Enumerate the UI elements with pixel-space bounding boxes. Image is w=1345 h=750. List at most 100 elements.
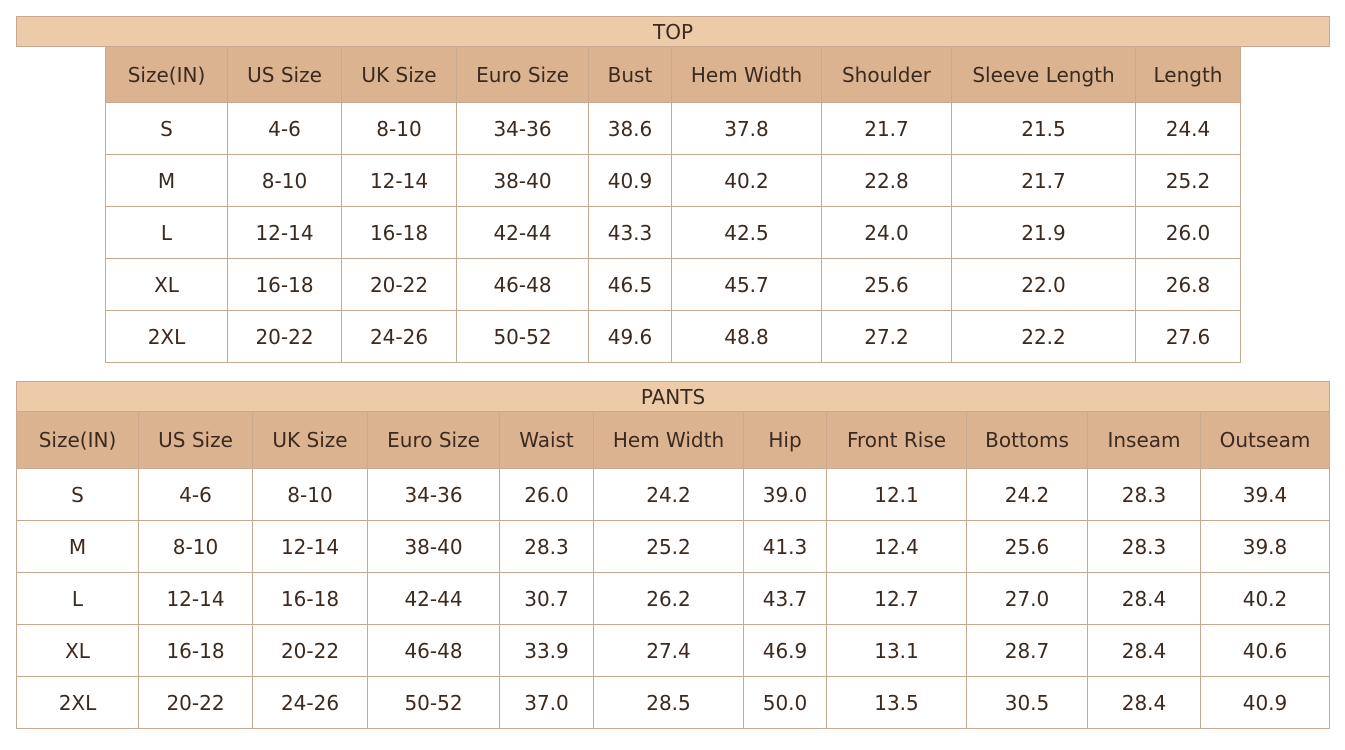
table-cell: 25.2 bbox=[1135, 154, 1241, 207]
header-cell: Inseam bbox=[1087, 411, 1201, 469]
table-cell: 16-18 bbox=[227, 258, 342, 311]
table-cell: 25.6 bbox=[821, 258, 952, 311]
table-cell: 26.8 bbox=[1135, 258, 1241, 311]
table-cell: 21.5 bbox=[951, 102, 1136, 155]
table-cell: 16-18 bbox=[138, 624, 253, 677]
table-cell: 46.5 bbox=[588, 258, 672, 311]
table-cell: 12-14 bbox=[138, 572, 253, 625]
table-cell: 28.5 bbox=[593, 676, 744, 729]
table-cell: S bbox=[105, 102, 228, 155]
table-cell: 21.7 bbox=[951, 154, 1136, 207]
table-cell: 16-18 bbox=[341, 206, 457, 259]
table-cell: 39.4 bbox=[1200, 468, 1330, 521]
table-cell: 28.7 bbox=[966, 624, 1088, 677]
table-cell: 28.3 bbox=[1087, 520, 1201, 573]
header-cell: Bottoms bbox=[966, 411, 1088, 469]
table-cell: 8-10 bbox=[252, 468, 368, 521]
table-cell: 12.4 bbox=[826, 520, 967, 573]
table-cell: 46.9 bbox=[743, 624, 827, 677]
table-cell: 13.5 bbox=[826, 676, 967, 729]
table-cell: 25.2 bbox=[593, 520, 744, 573]
table-cell: 50-52 bbox=[367, 676, 500, 729]
table-cell: 46-48 bbox=[456, 258, 589, 311]
table-cell: 28.4 bbox=[1087, 676, 1201, 729]
table-cell: 20-22 bbox=[138, 676, 253, 729]
table-cell: 40.9 bbox=[1200, 676, 1330, 729]
header-cell: UK Size bbox=[341, 46, 457, 103]
table-cell: 8-10 bbox=[138, 520, 253, 573]
table-cell: 20-22 bbox=[341, 258, 457, 311]
table-cell: 40.2 bbox=[671, 154, 822, 207]
table-cell: 20-22 bbox=[227, 310, 342, 363]
table-cell: 37.8 bbox=[671, 102, 822, 155]
table-cell: 38.6 bbox=[588, 102, 672, 155]
table-cell: 20-22 bbox=[252, 624, 368, 677]
table-cell: 39.0 bbox=[743, 468, 827, 521]
table-cell: 24.2 bbox=[593, 468, 744, 521]
table-cell: 16-18 bbox=[252, 572, 368, 625]
table-cell: 30.5 bbox=[966, 676, 1088, 729]
table-cell: 43.7 bbox=[743, 572, 827, 625]
table-cell: 27.2 bbox=[821, 310, 952, 363]
table-cell: 27.6 bbox=[1135, 310, 1241, 363]
table-cell: 38-40 bbox=[456, 154, 589, 207]
table-cell: 40.6 bbox=[1200, 624, 1330, 677]
table-cell: 48.8 bbox=[671, 310, 822, 363]
table-cell: 26.0 bbox=[1135, 206, 1241, 259]
table-cell: 12-14 bbox=[341, 154, 457, 207]
table-cell: 12.1 bbox=[826, 468, 967, 521]
table-cell: 28.4 bbox=[1087, 624, 1201, 677]
table-cell: 39.8 bbox=[1200, 520, 1330, 573]
table-cell: 22.8 bbox=[821, 154, 952, 207]
table-cell: 24.0 bbox=[821, 206, 952, 259]
table-cell: 28.4 bbox=[1087, 572, 1201, 625]
table-cell: 25.6 bbox=[966, 520, 1088, 573]
header-cell: Waist bbox=[499, 411, 594, 469]
table-cell: 42.5 bbox=[671, 206, 822, 259]
header-cell: Size(IN) bbox=[105, 46, 228, 103]
table-cell: 28.3 bbox=[1087, 468, 1201, 521]
header-cell: Outseam bbox=[1200, 411, 1330, 469]
table-cell: 13.1 bbox=[826, 624, 967, 677]
table-cell: 21.7 bbox=[821, 102, 952, 155]
table-cell: 34-36 bbox=[456, 102, 589, 155]
table-cell: M bbox=[16, 520, 139, 573]
table-cell: 12-14 bbox=[227, 206, 342, 259]
header-cell: Shoulder bbox=[821, 46, 952, 103]
table-cell: 45.7 bbox=[671, 258, 822, 311]
table-cell: 40.9 bbox=[588, 154, 672, 207]
header-cell: Hem Width bbox=[593, 411, 744, 469]
table-cell: 27.4 bbox=[593, 624, 744, 677]
table-cell: 8-10 bbox=[227, 154, 342, 207]
table-cell: 12.7 bbox=[826, 572, 967, 625]
header-cell: Length bbox=[1135, 46, 1241, 103]
table-cell: 26.0 bbox=[499, 468, 594, 521]
table-cell: 42-44 bbox=[456, 206, 589, 259]
table-cell: 24-26 bbox=[341, 310, 457, 363]
table-cell: 24.2 bbox=[966, 468, 1088, 521]
table-cell: L bbox=[105, 206, 228, 259]
table-cell: 4-6 bbox=[227, 102, 342, 155]
table-cell: 42-44 bbox=[367, 572, 500, 625]
table-cell: 49.6 bbox=[588, 310, 672, 363]
header-cell: US Size bbox=[227, 46, 342, 103]
table-cell: 50-52 bbox=[456, 310, 589, 363]
table-cell: M bbox=[105, 154, 228, 207]
table-cell: XL bbox=[105, 258, 228, 311]
header-cell: Front Rise bbox=[826, 411, 967, 469]
table-cell: 43.3 bbox=[588, 206, 672, 259]
header-cell: Sleeve Length bbox=[951, 46, 1136, 103]
header-cell: Euro Size bbox=[456, 46, 589, 103]
table-cell: 28.3 bbox=[499, 520, 594, 573]
table-cell: 33.9 bbox=[499, 624, 594, 677]
table-cell: XL bbox=[16, 624, 139, 677]
table-cell: 38-40 bbox=[367, 520, 500, 573]
section-title: TOP bbox=[16, 16, 1330, 47]
header-cell: Bust bbox=[588, 46, 672, 103]
table-cell: 46-48 bbox=[367, 624, 500, 677]
table-cell: 24-26 bbox=[252, 676, 368, 729]
table-cell: L bbox=[16, 572, 139, 625]
table-cell: 22.0 bbox=[951, 258, 1136, 311]
table-cell: 34-36 bbox=[367, 468, 500, 521]
